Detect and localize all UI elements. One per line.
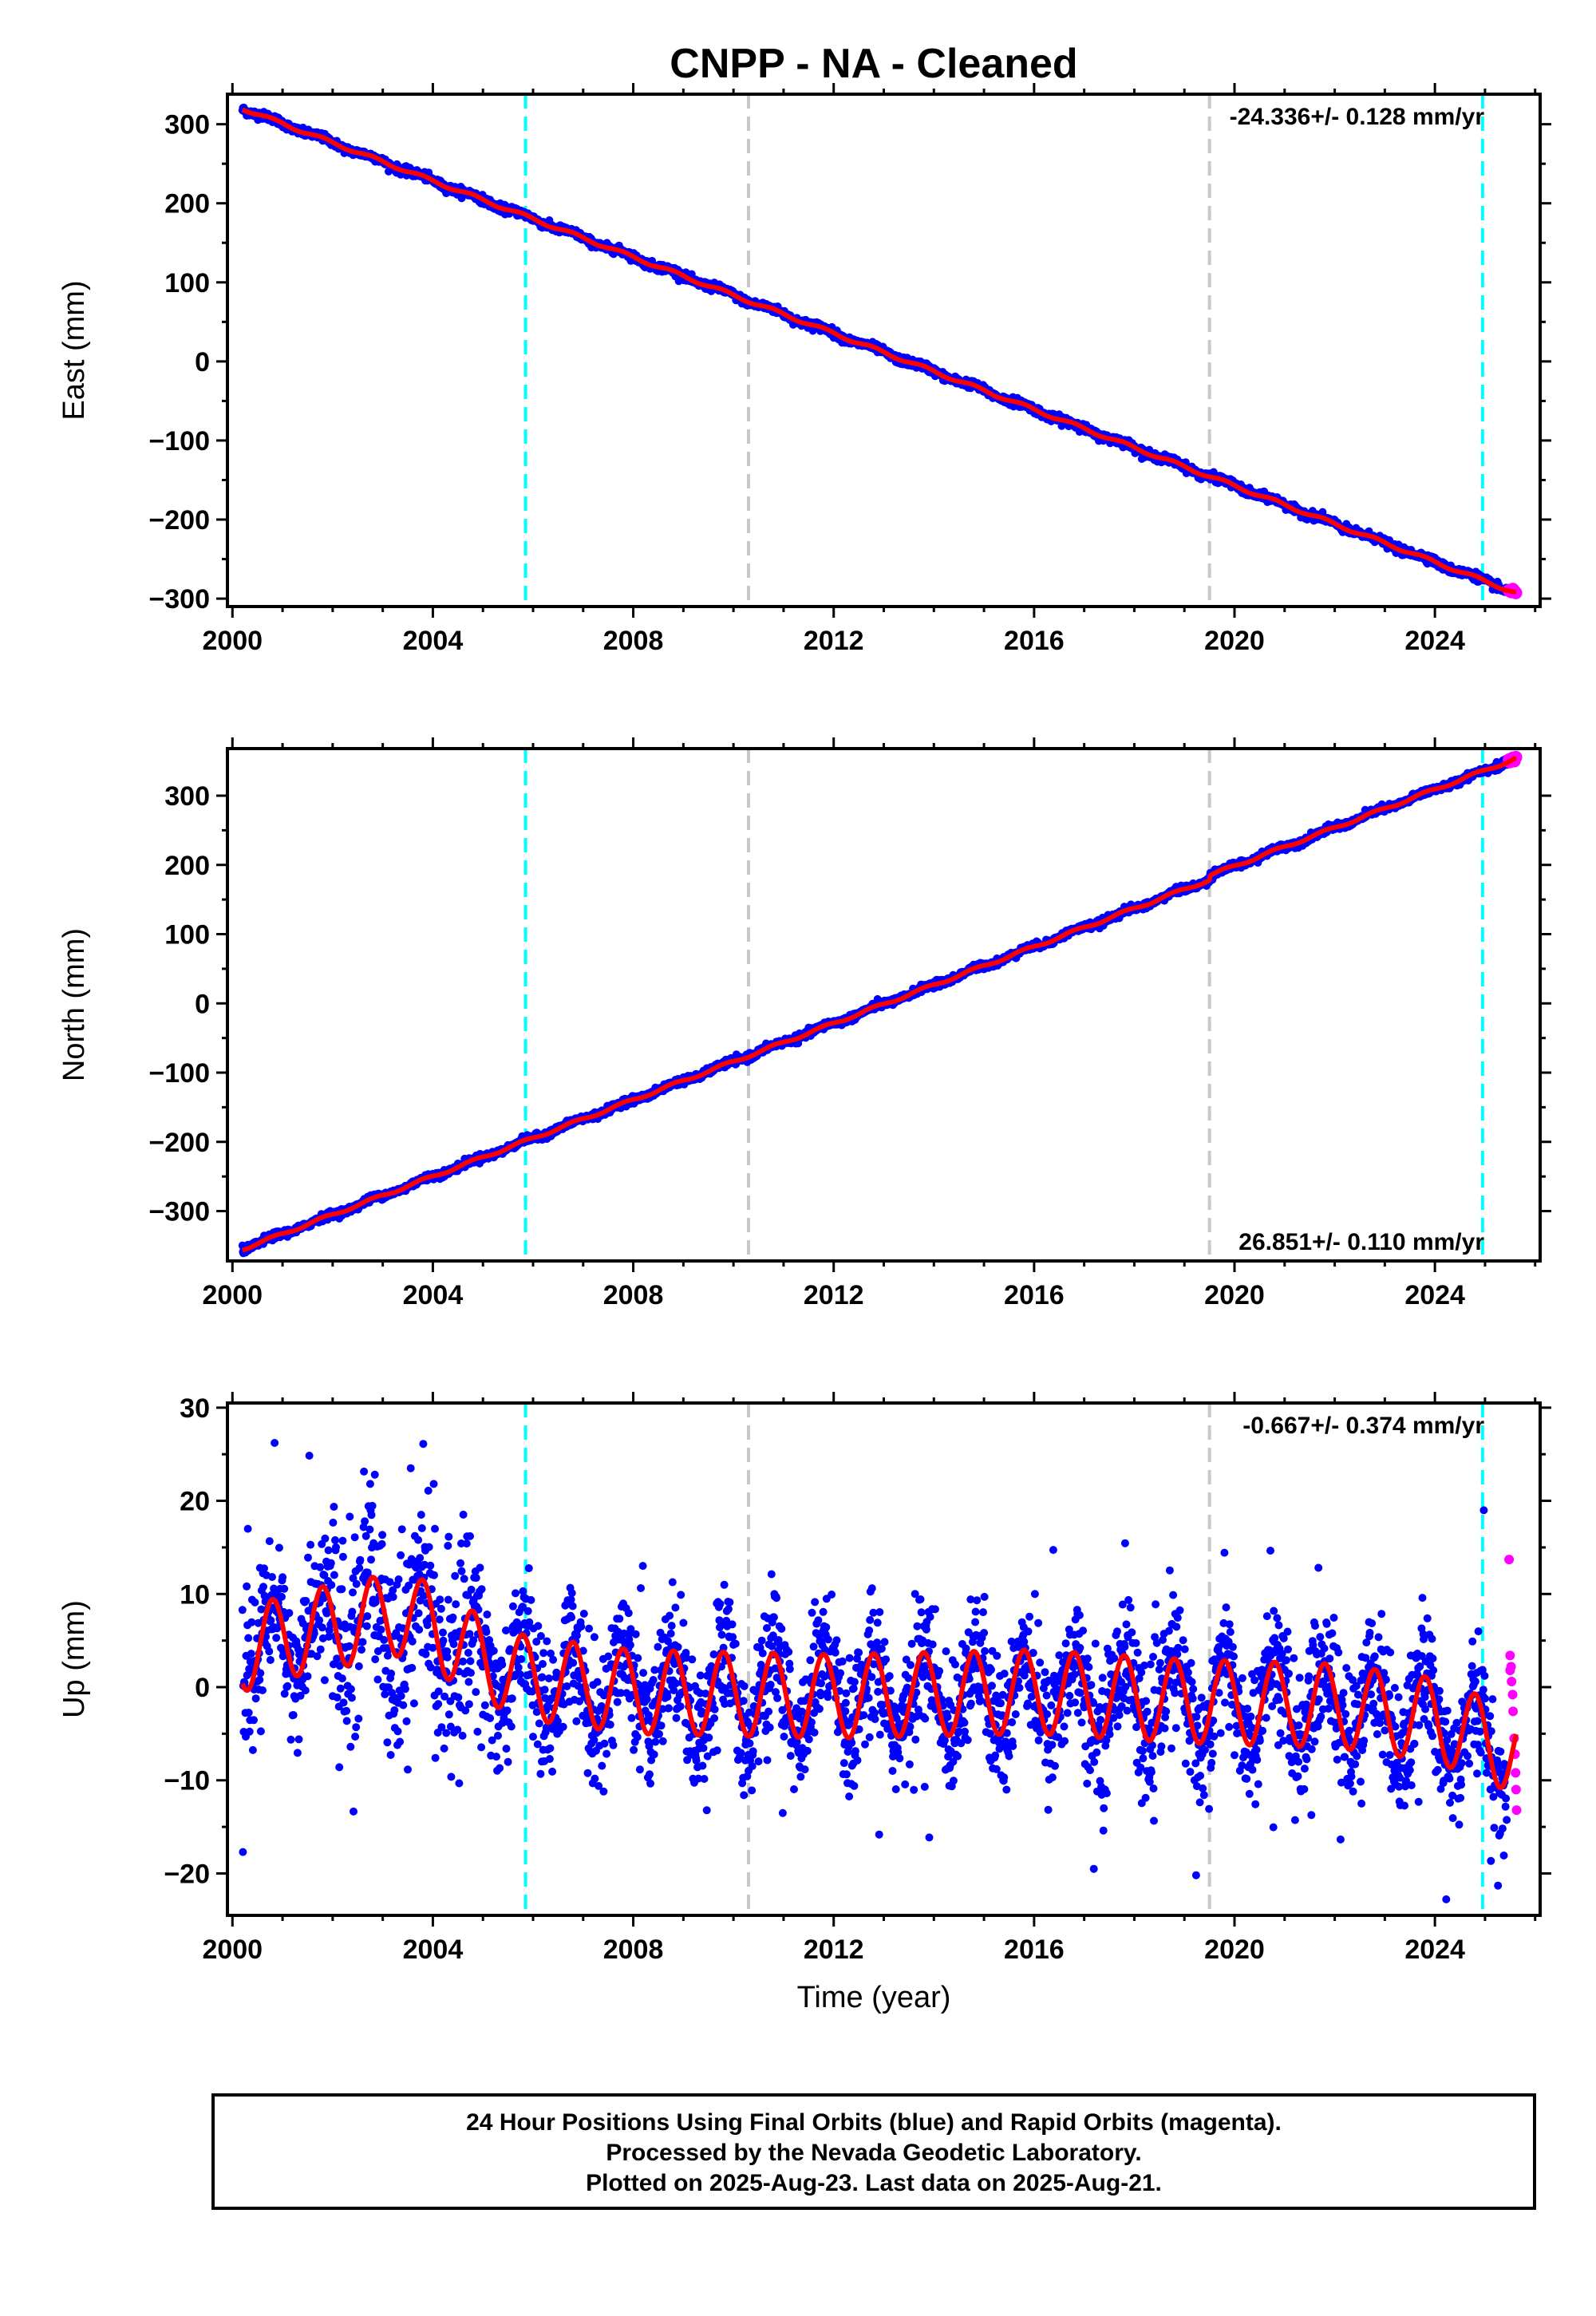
- x-tick-label: 2008: [603, 626, 664, 656]
- x-tick-label: 2024: [1404, 626, 1465, 656]
- y-tick-label: 200: [164, 189, 210, 219]
- x-tick-label: 2004: [403, 626, 464, 656]
- east-panel: 2000 2004 2008 2012 2016 2020 2024−300−200−100…: [57, 83, 1551, 656]
- velocity-label: -24.336+/- 0.128 mm/yr: [1230, 104, 1485, 130]
- y-tick-label: 0: [195, 347, 210, 377]
- chart-title: CNPP - NA - Cleaned: [670, 41, 1077, 87]
- north-panel: 2000 2004 2008 2012 2016 2020 2024−300−200−100…: [57, 737, 1551, 1310]
- y-tick-label: −100: [148, 426, 210, 456]
- y-tick-label: −300: [148, 584, 210, 615]
- x-tick-label: 2012: [804, 626, 864, 656]
- x-tick-label: 2000: [202, 626, 263, 656]
- x-tick-label: 2016: [1004, 626, 1065, 656]
- y-axis-label: East (mm): [57, 280, 91, 420]
- y-tick-label: 300: [164, 110, 210, 140]
- y-tick-label: −200: [148, 505, 210, 536]
- model-fit-line: [241, 107, 1518, 595]
- y-tick-label: 100: [164, 268, 210, 298]
- plot-area: [238, 94, 1523, 607]
- plot-area: [238, 749, 1523, 1261]
- x-tick-label: 2020: [1204, 626, 1265, 656]
